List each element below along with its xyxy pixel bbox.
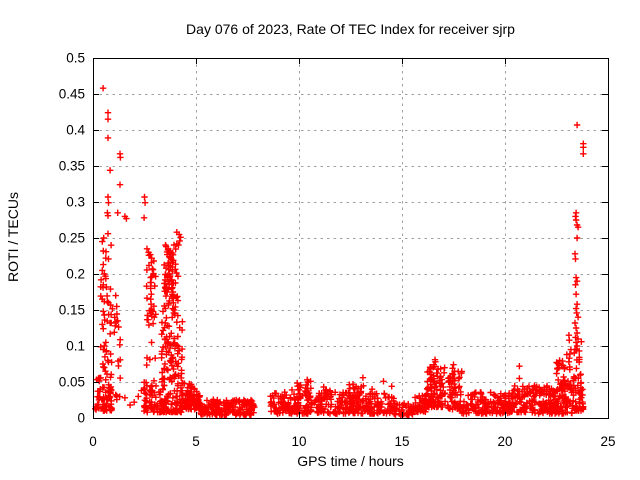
y-tick-label: 0.3 xyxy=(66,195,85,210)
scatter-points xyxy=(92,85,587,419)
x-tick-label: 15 xyxy=(394,434,409,449)
y-tick-label: 0.05 xyxy=(59,375,85,390)
y-tick-label: 0.1 xyxy=(66,339,85,354)
x-tick-label: 5 xyxy=(192,434,200,449)
y-tick-label: 0.15 xyxy=(59,303,85,318)
x-axis-label: GPS time / hours xyxy=(297,453,404,469)
x-tick-label: 25 xyxy=(600,434,615,449)
y-tick-label: 0.35 xyxy=(59,159,85,174)
chart-title: Day 076 of 2023, Rate Of TEC Index for r… xyxy=(186,21,515,37)
x-tick-label: 10 xyxy=(291,434,306,449)
y-tick-label: 0.25 xyxy=(59,231,85,246)
x-tick-label: 20 xyxy=(497,434,512,449)
y-tick-label: 0.45 xyxy=(59,87,85,102)
y-tick-label: 0.5 xyxy=(66,51,85,66)
y-tick-label: 0 xyxy=(77,411,85,426)
y-tick-label: 0.4 xyxy=(66,123,85,138)
y-axis-label: ROTI / TECUs xyxy=(5,192,21,282)
x-tick-label: 0 xyxy=(89,434,97,449)
y-tick-label: 0.2 xyxy=(66,267,85,282)
